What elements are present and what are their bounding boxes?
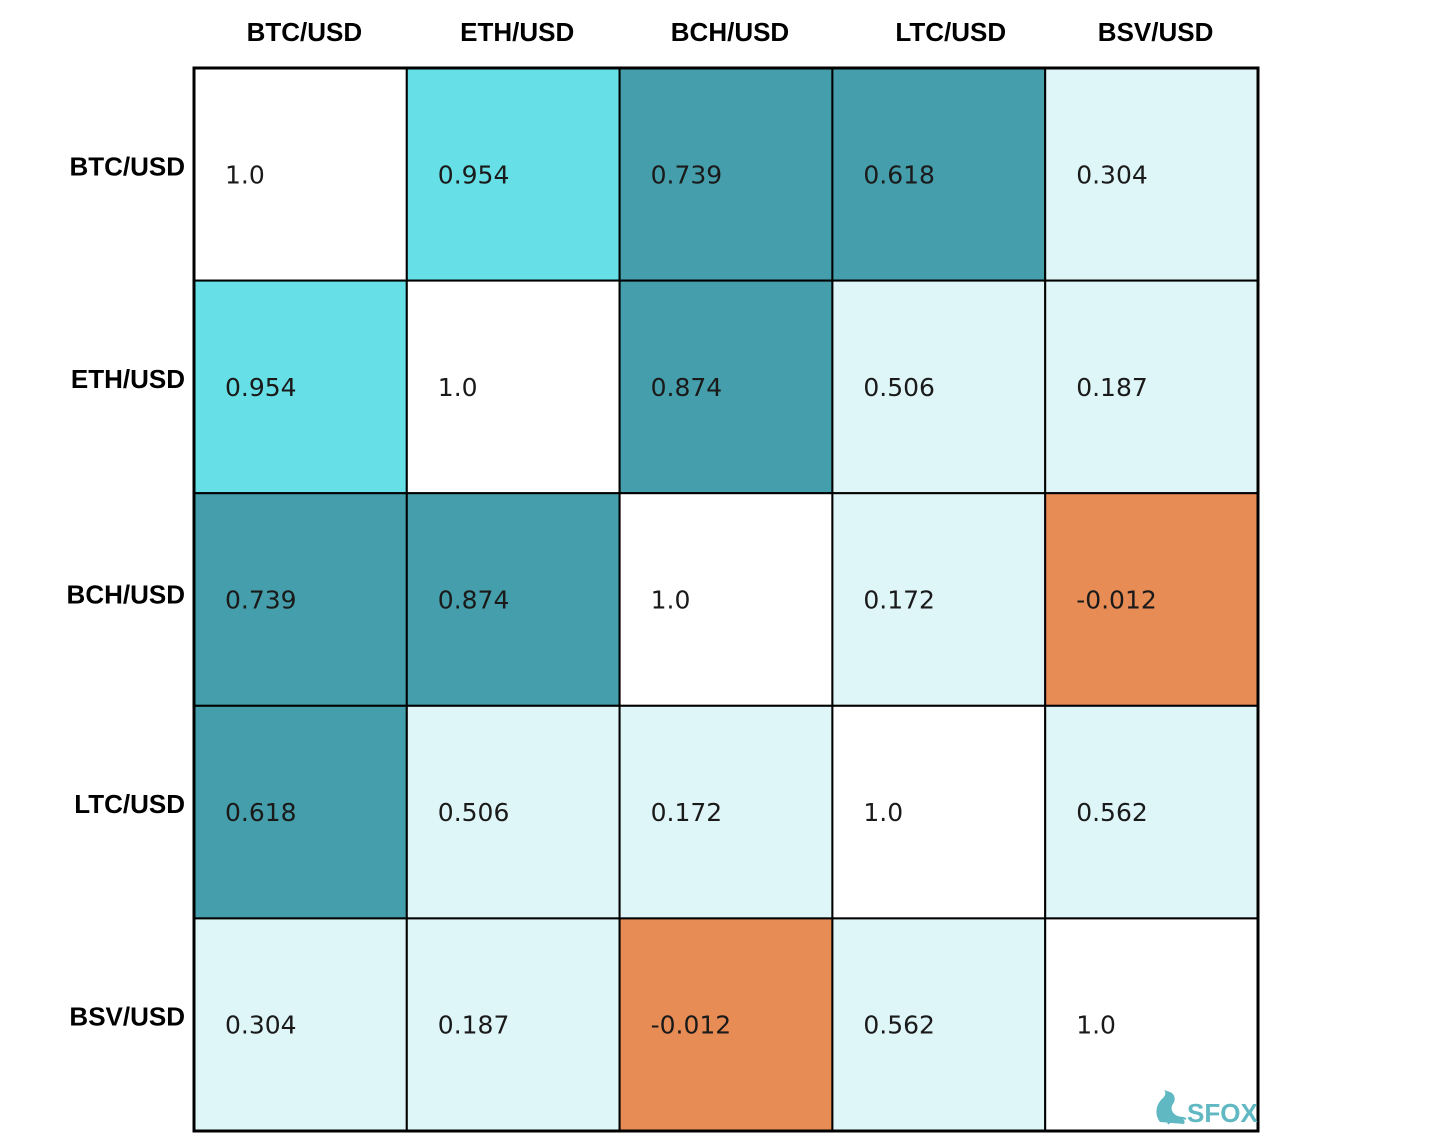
row-label: BCH/USD — [67, 580, 185, 610]
row-label: ETH/USD — [71, 364, 185, 394]
sfox-logo: SFOX — [1156, 1090, 1258, 1128]
heatmap-cell — [1044, 492, 1259, 707]
cell-value-label: 1.0 — [651, 586, 691, 615]
heatmap-cell — [193, 67, 408, 282]
heatmap-cell — [1044, 279, 1259, 495]
cell-value-label: 0.954 — [225, 373, 297, 402]
cell-value-label: 0.954 — [438, 160, 510, 189]
column-label: ETH/USD — [460, 17, 574, 47]
cell-value-label: 0.187 — [438, 1011, 510, 1040]
cell-value-label: 0.874 — [438, 586, 510, 615]
heatmap-cell — [405, 917, 621, 1133]
heatmap-cell — [193, 279, 408, 495]
heatmap-cell — [1044, 704, 1259, 920]
heatmap-cell — [618, 279, 834, 495]
brand-name: SFOX — [1187, 1098, 1258, 1128]
heatmap-cell — [831, 492, 1047, 707]
column-label: BCH/USD — [671, 17, 789, 47]
row-label: BTC/USD — [69, 151, 185, 181]
cell-value-label: 0.739 — [651, 160, 723, 189]
column-labels: BTC/USD ETH/USD BCH/USD LTC/USD BSV/USD — [247, 17, 1214, 47]
cell-value-label: 0.506 — [438, 798, 510, 827]
column-label: BSV/USD — [1098, 17, 1214, 47]
cell-value-label: 1.0 — [438, 373, 478, 402]
cell-value-label: 1.0 — [225, 160, 265, 189]
heatmap-cell — [405, 704, 621, 920]
cell-value-label: -0.012 — [651, 1011, 732, 1040]
heatmap-cell — [618, 917, 834, 1133]
cell-value-label: 0.506 — [863, 373, 935, 402]
row-label: LTC/USD — [74, 789, 185, 819]
cell-value-label: 0.618 — [225, 798, 297, 827]
heatmap-cell — [405, 492, 621, 707]
heatmap-cell — [831, 67, 1047, 282]
heatmap-cell — [618, 704, 834, 920]
row-label: BSV/USD — [69, 1002, 185, 1032]
cell-value-label: 0.562 — [863, 1011, 935, 1040]
cell-value-label: 0.187 — [1076, 373, 1148, 402]
cell-value-label: 0.304 — [1076, 160, 1148, 189]
cell-value-label: 1.0 — [1076, 1011, 1116, 1040]
row-labels: BTC/USD ETH/USD BCH/USD LTC/USD BSV/USD — [67, 151, 185, 1031]
heatmap-cell — [1044, 917, 1259, 1133]
heatmap-cell — [618, 492, 834, 707]
heatmap-cell — [193, 917, 408, 1133]
cell-value-label: 0.874 — [651, 373, 723, 402]
cell-value-label: 0.304 — [225, 1011, 297, 1040]
cell-value-label: 0.618 — [863, 160, 935, 189]
heatmap-cell — [1044, 67, 1259, 282]
cell-value-label: 0.562 — [1076, 798, 1148, 827]
cell-value-label: 0.172 — [863, 586, 935, 615]
cell-value-label: -0.012 — [1076, 586, 1157, 615]
cell-value-label: 0.739 — [225, 586, 297, 615]
column-label: LTC/USD — [895, 17, 1006, 47]
heatmap-cell — [405, 67, 621, 282]
heatmap-cells: 1.0 0.954 0.739 0.618 0.304 0.954 1.0 0.874 0.50… — [193, 67, 1259, 1133]
fox-icon — [1156, 1090, 1187, 1125]
cell-value-label: 0.172 — [651, 798, 723, 827]
heatmap-cell — [831, 704, 1047, 920]
heatmap-frame — [192, 66, 1260, 1133]
cell-value-label: 1.0 — [863, 798, 903, 827]
column-label: BTC/USD — [247, 17, 363, 47]
